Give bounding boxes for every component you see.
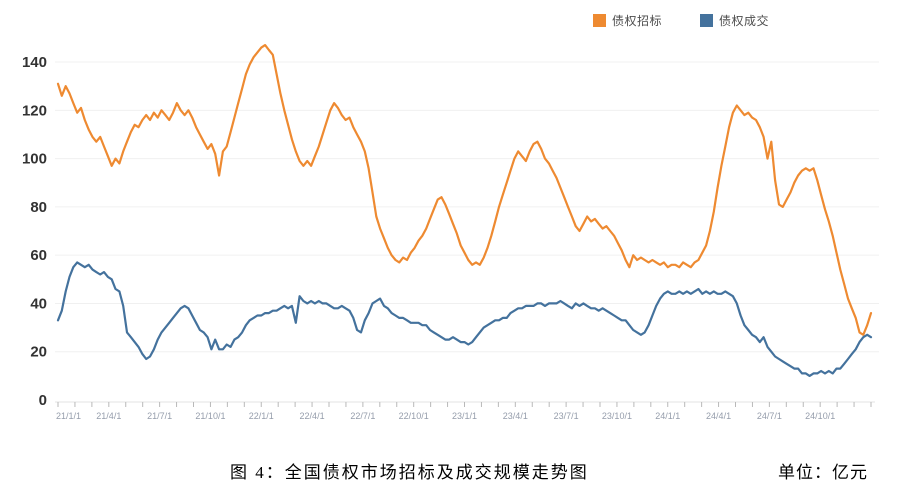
- svg-text:140: 140: [22, 54, 47, 71]
- svg-text:24/1/1: 24/1/1: [655, 411, 680, 421]
- svg-text:40: 40: [30, 295, 47, 312]
- svg-text:60: 60: [30, 247, 47, 264]
- svg-text:0: 0: [39, 392, 47, 409]
- svg-text:21/4/1: 21/4/1: [96, 411, 121, 421]
- y-axis-labels: 0 20 40 60 80 100 120 140: [22, 54, 47, 409]
- x-axis-labels: 21/1/1 21/4/1 21/7/1 21/10/1 22/1/1 22/4/1 22/…: [56, 411, 835, 421]
- svg-text:22/1/1: 22/1/1: [249, 411, 274, 421]
- series-line-债权成交: [56, 261, 873, 377]
- svg-text:21/10/1: 21/10/1: [195, 411, 225, 421]
- figure-caption: 图 4：全国债权市场招标及成交规模走势图: [230, 463, 589, 482]
- svg-text:24/4/1: 24/4/1: [706, 411, 731, 421]
- svg-text:23/1/1: 23/1/1: [452, 411, 477, 421]
- series-line-债权招标: [56, 43, 873, 336]
- svg-text:80: 80: [30, 199, 47, 216]
- svg-text:23/10/1: 23/10/1: [602, 411, 632, 421]
- chart-legend: 债权招标 债权成交: [593, 12, 769, 29]
- svg-text:24/7/1: 24/7/1: [757, 411, 782, 421]
- svg-text:21/1/1: 21/1/1: [56, 411, 81, 421]
- legend-swatch-blue: [700, 14, 714, 27]
- svg-text:22/10/1: 22/10/1: [399, 411, 429, 421]
- legend-item-bidding: 债权招标: [593, 12, 662, 29]
- svg-text:23/7/1: 23/7/1: [554, 411, 579, 421]
- svg-text:22/4/1: 22/4/1: [300, 411, 325, 421]
- data-series-lines: [56, 43, 873, 377]
- svg-text:20: 20: [30, 344, 47, 361]
- legend-swatch-orange: [593, 14, 606, 27]
- svg-text:120: 120: [22, 102, 47, 119]
- svg-text:23/4/1: 23/4/1: [503, 411, 528, 421]
- legend-label-bidding: 债权招标: [612, 14, 663, 28]
- unit-label: 单位：亿元: [778, 463, 868, 482]
- legend-label-deals: 债权成交: [719, 14, 770, 28]
- svg-text:24/10/1: 24/10/1: [805, 411, 835, 421]
- svg-text:100: 100: [22, 151, 47, 168]
- svg-text:21/7/1: 21/7/1: [147, 411, 172, 421]
- x-axis: [55, 401, 875, 407]
- svg-text:22/7/1: 22/7/1: [350, 411, 375, 421]
- legend-item-deals: 债权成交: [700, 12, 769, 29]
